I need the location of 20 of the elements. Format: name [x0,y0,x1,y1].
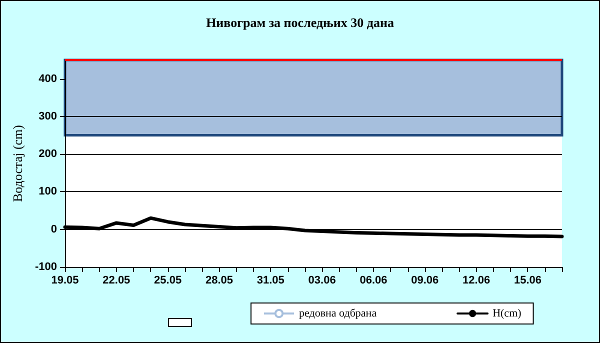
x-tick-label: 03.06 [308,274,336,286]
x-tick-label: 15.06 [514,274,542,286]
y-tick-label: 400 [38,72,57,85]
y-tick-label: 300 [38,110,57,122]
x-tick-label: 22.05 [102,274,130,286]
x-tick-label: 06.06 [360,274,388,286]
x-tick-label: 19.05 [51,274,79,286]
legend-label: H(cm) [492,308,522,320]
x-tick-label: 12.06 [462,274,490,286]
y-axis-title: Водостај (cm) [10,124,26,202]
x-tick-label: 25.05 [154,274,182,286]
x-tick-label: 31.05 [256,274,284,286]
y-tick-label: 200 [38,148,57,160]
chart-title: Нивограм за последњих 30 дана [206,15,394,30]
x-tick-label: 28.05 [205,274,234,286]
y-tick-label: -100 [34,261,57,273]
legend-label: редовна одбрана [299,308,377,320]
x-tick-label: 09.06 [411,274,439,286]
y-tick-label: 0 [50,223,57,236]
y-tick-label: 100 [38,186,57,198]
